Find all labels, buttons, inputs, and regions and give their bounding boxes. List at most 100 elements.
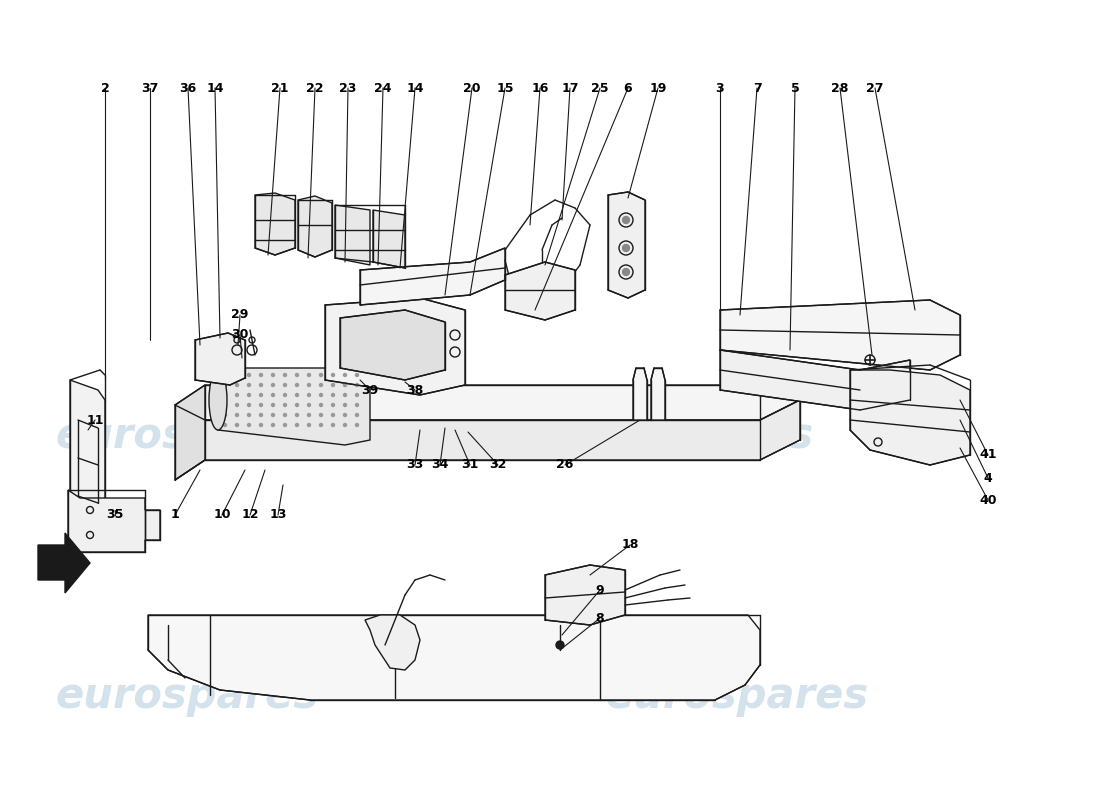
Text: 12: 12 <box>241 509 258 522</box>
Circle shape <box>248 423 251 426</box>
Circle shape <box>355 374 359 377</box>
Text: 33: 33 <box>406 458 424 471</box>
Text: 16: 16 <box>531 82 549 94</box>
Circle shape <box>308 374 310 377</box>
Polygon shape <box>298 196 332 257</box>
Circle shape <box>235 423 239 426</box>
Polygon shape <box>365 615 420 670</box>
Text: 23: 23 <box>339 82 356 94</box>
Text: 3: 3 <box>716 82 724 94</box>
Polygon shape <box>544 565 625 625</box>
Polygon shape <box>324 298 465 395</box>
Polygon shape <box>336 205 370 265</box>
Text: 39: 39 <box>362 383 378 397</box>
Polygon shape <box>720 300 960 370</box>
Polygon shape <box>175 385 205 480</box>
Circle shape <box>331 394 334 397</box>
Text: 20: 20 <box>463 82 481 94</box>
Text: 4: 4 <box>983 471 992 485</box>
Circle shape <box>623 245 629 251</box>
Circle shape <box>319 394 322 397</box>
Polygon shape <box>340 310 446 380</box>
Ellipse shape <box>209 370 227 430</box>
Polygon shape <box>608 192 645 298</box>
Circle shape <box>248 403 251 406</box>
Circle shape <box>284 414 286 417</box>
Polygon shape <box>218 368 370 445</box>
Text: 26: 26 <box>557 458 574 471</box>
Polygon shape <box>632 368 647 420</box>
Polygon shape <box>373 210 405 268</box>
Circle shape <box>308 423 310 426</box>
Circle shape <box>296 374 298 377</box>
Circle shape <box>296 403 298 406</box>
Circle shape <box>260 423 263 426</box>
Circle shape <box>284 383 286 386</box>
Circle shape <box>308 383 310 386</box>
Polygon shape <box>148 615 760 700</box>
Text: 32: 32 <box>490 458 507 471</box>
Circle shape <box>223 403 227 406</box>
Text: 27: 27 <box>867 82 883 94</box>
Polygon shape <box>255 193 295 255</box>
Text: 8: 8 <box>596 611 604 625</box>
Circle shape <box>556 641 564 649</box>
Circle shape <box>355 383 359 386</box>
Circle shape <box>272 414 275 417</box>
Circle shape <box>343 374 346 377</box>
Circle shape <box>319 383 322 386</box>
Circle shape <box>235 394 239 397</box>
Polygon shape <box>39 533 90 593</box>
Text: eurospares: eurospares <box>55 675 319 717</box>
Circle shape <box>272 374 275 377</box>
Circle shape <box>235 403 239 406</box>
Circle shape <box>223 374 227 377</box>
Text: 35: 35 <box>107 509 123 522</box>
Text: 5: 5 <box>791 82 800 94</box>
Circle shape <box>260 374 263 377</box>
Text: 14: 14 <box>207 82 223 94</box>
Circle shape <box>235 383 239 386</box>
Text: 38: 38 <box>406 383 424 397</box>
Text: 14: 14 <box>406 82 424 94</box>
Text: 2: 2 <box>100 82 109 94</box>
Circle shape <box>331 414 334 417</box>
Text: 6: 6 <box>624 82 632 94</box>
Circle shape <box>272 423 275 426</box>
Text: 29: 29 <box>231 309 249 322</box>
Text: 34: 34 <box>431 458 449 471</box>
Circle shape <box>308 414 310 417</box>
Text: 1: 1 <box>170 509 179 522</box>
Circle shape <box>355 423 359 426</box>
Circle shape <box>272 394 275 397</box>
Circle shape <box>623 269 629 275</box>
Text: 10: 10 <box>213 509 231 522</box>
Text: 21: 21 <box>272 82 288 94</box>
Circle shape <box>235 414 239 417</box>
Text: 13: 13 <box>270 509 287 522</box>
Text: eurospares: eurospares <box>605 675 869 717</box>
Text: 24: 24 <box>374 82 392 94</box>
Text: 7: 7 <box>752 82 761 94</box>
Circle shape <box>319 423 322 426</box>
Circle shape <box>223 383 227 386</box>
Circle shape <box>331 383 334 386</box>
Text: 31: 31 <box>461 458 478 471</box>
Circle shape <box>296 414 298 417</box>
Circle shape <box>343 394 346 397</box>
Circle shape <box>223 394 227 397</box>
Polygon shape <box>850 370 970 465</box>
Text: 9: 9 <box>596 583 604 597</box>
Polygon shape <box>68 490 160 552</box>
Text: 36: 36 <box>179 82 197 94</box>
Circle shape <box>296 423 298 426</box>
Polygon shape <box>505 262 575 320</box>
Circle shape <box>343 414 346 417</box>
Circle shape <box>248 414 251 417</box>
Circle shape <box>319 414 322 417</box>
Circle shape <box>308 394 310 397</box>
Circle shape <box>331 374 334 377</box>
Text: 11: 11 <box>86 414 103 426</box>
Circle shape <box>223 414 227 417</box>
Circle shape <box>272 383 275 386</box>
